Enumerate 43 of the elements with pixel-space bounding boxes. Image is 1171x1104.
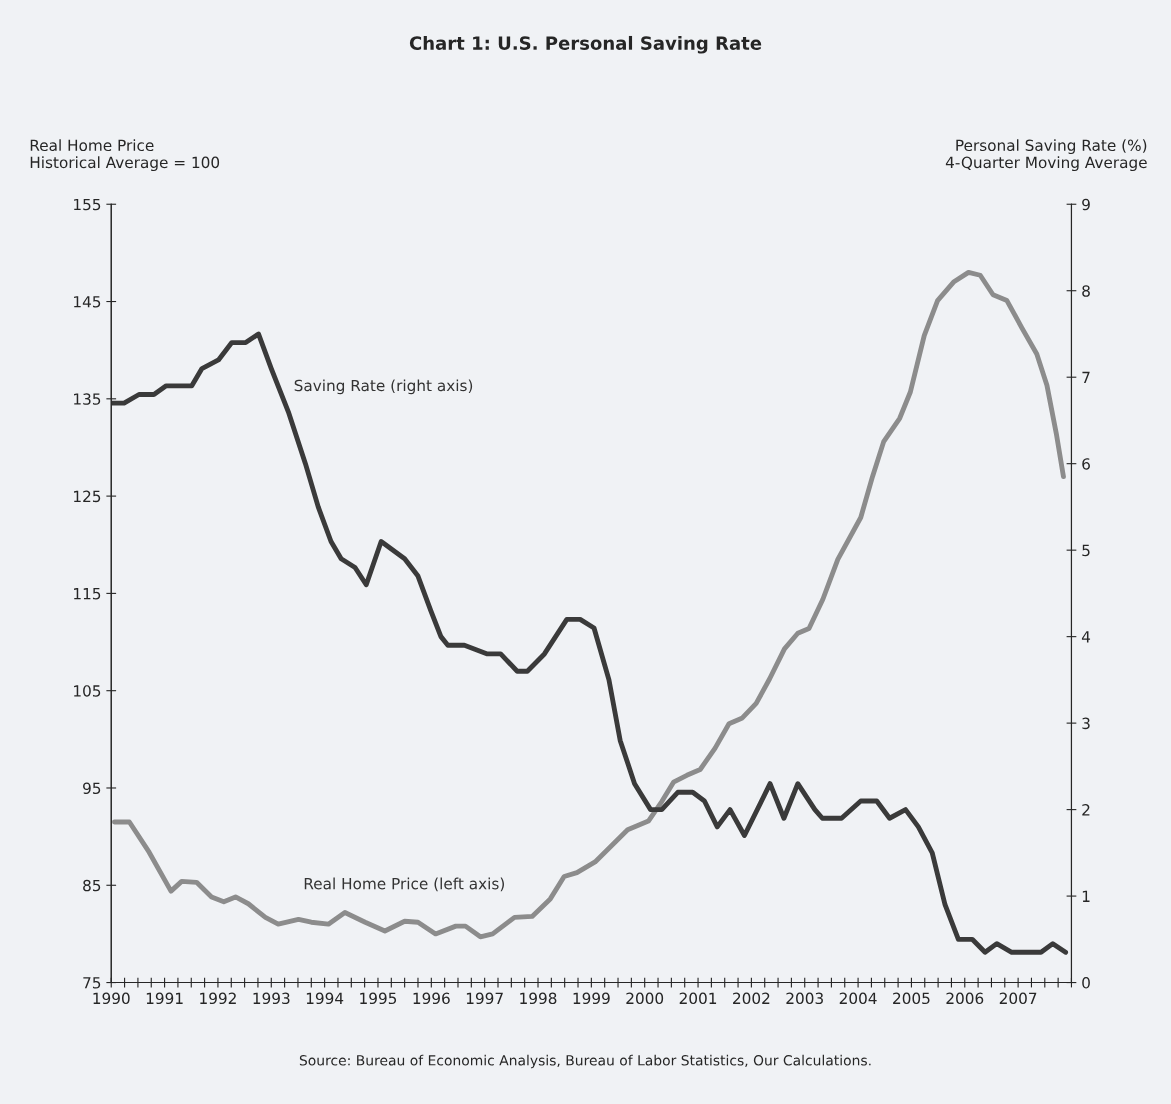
series-label: Real Home Price (left axis) — [304, 877, 504, 892]
y-tick-label: 125 — [74, 490, 101, 503]
y2-axis-title: Personal Saving Rate (%) 4-Quarter Moving Average — [945, 139, 1147, 172]
y-tick-label: 75 — [83, 977, 101, 989]
y2-tick-label: 9 — [1082, 198, 1090, 211]
x-tick-label: 1991 — [146, 992, 183, 1005]
y-tick-label: 135 — [74, 393, 101, 405]
x-tick-label: 1999 — [573, 992, 610, 1005]
series-label: Saving Rate (right axis) — [294, 379, 473, 395]
x-tick-label: 2007 — [999, 992, 1037, 1005]
x-tick-label: 1993 — [253, 992, 290, 1005]
x-tick-label: 2000 — [626, 992, 664, 1005]
y2-tick-label: 0 — [1082, 977, 1090, 989]
x-tick-label: 2006 — [946, 992, 984, 1005]
y2-tick-label: 6 — [1082, 458, 1090, 470]
y-tick-label: 115 — [74, 588, 101, 600]
x-tick-label: 2003 — [786, 992, 823, 1005]
y-tick-label: 95 — [83, 782, 101, 794]
x-tick-label: 1992 — [200, 992, 236, 1005]
y2-tick-label: 1 — [1082, 890, 1090, 902]
y2-tick-label: 5 — [1082, 544, 1090, 557]
y-tick-label: 85 — [83, 879, 101, 892]
x-tick-label: 2005 — [893, 992, 930, 1005]
y2-tick-label: 3 — [1082, 717, 1090, 730]
x-tick-label: 2002 — [733, 992, 770, 1005]
y-axis-title: Real Home Price Historical Average = 100 — [30, 139, 220, 172]
x-tick-label: 1995 — [360, 992, 397, 1005]
y-tick-label: 155 — [74, 198, 101, 211]
y-tick-label: 105 — [74, 685, 101, 697]
chart-title: Chart 1: U.S. Personal Saving Rate — [409, 35, 762, 54]
x-tick-label: 1998 — [520, 992, 557, 1005]
x-tick-label: 1997 — [466, 992, 503, 1005]
y2-tick-label: 7 — [1082, 371, 1090, 383]
y-tick-label: 145 — [74, 296, 101, 308]
x-tick-label: 1990 — [93, 992, 130, 1005]
y2-tick-label: 8 — [1082, 285, 1090, 297]
source-note: Source: Bureau of Economic Analysis, Bureau of Labor Statistics, Our Calculations. — [299, 1054, 871, 1069]
x-tick-label: 1994 — [306, 992, 344, 1005]
x-tick-label: 1996 — [413, 992, 450, 1005]
y2-tick-label: 2 — [1082, 804, 1090, 816]
y2-tick-label: 4 — [1081, 631, 1091, 643]
x-tick-label: 2004 — [839, 992, 877, 1005]
x-tick-label: 2001 — [679, 992, 717, 1005]
